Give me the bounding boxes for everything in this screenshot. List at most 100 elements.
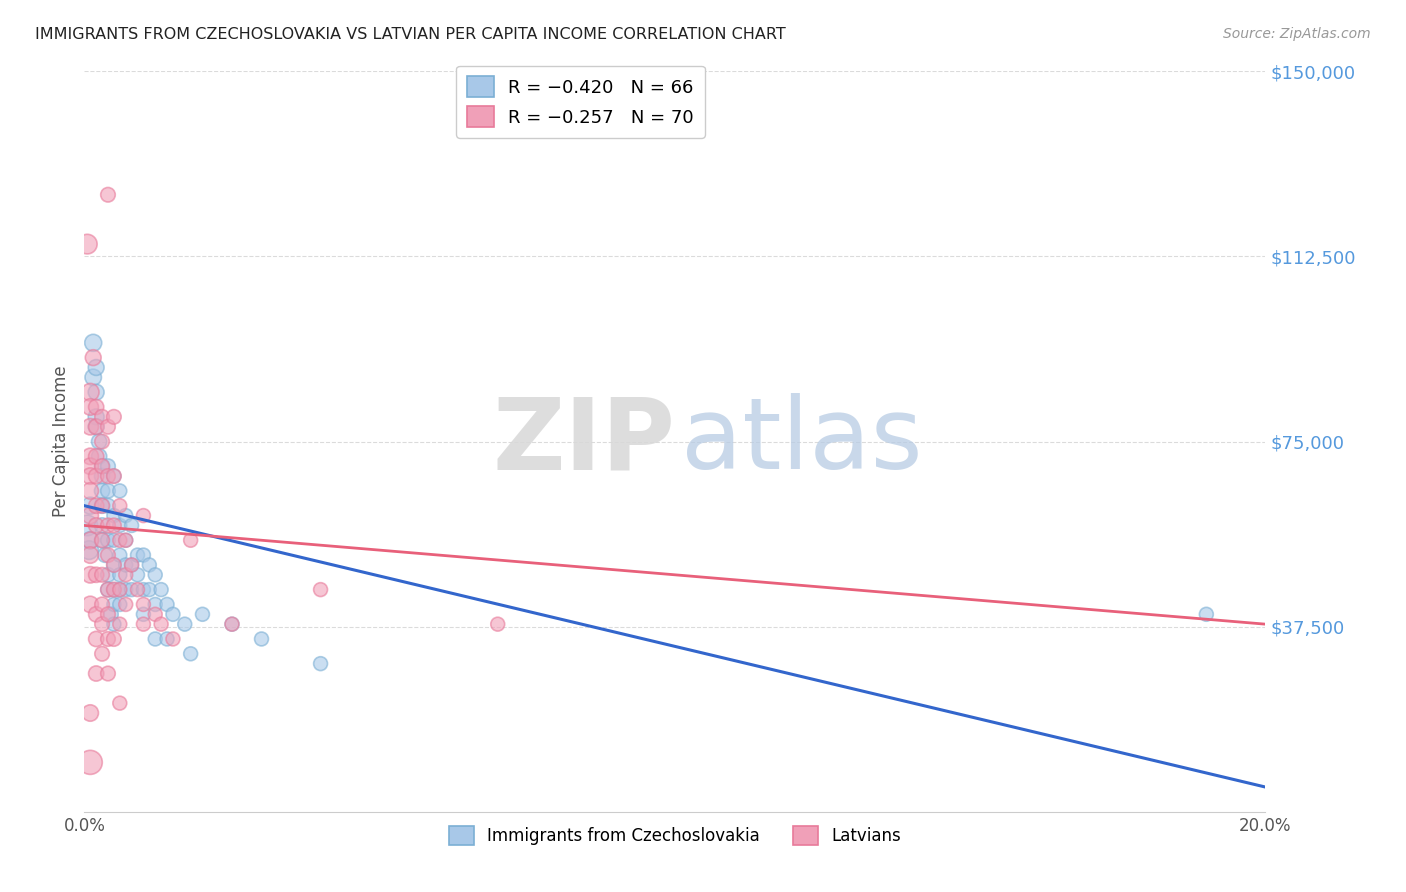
- Point: [108, 598, 131, 612]
- Point: [100, 607, 122, 622]
- Point: [91, 434, 114, 449]
- Point: [103, 617, 125, 632]
- Point: [97, 469, 120, 483]
- Point: [91, 598, 114, 612]
- Point: [121, 558, 143, 572]
- Point: [180, 647, 202, 661]
- Point: [150, 582, 173, 597]
- Point: [97, 607, 120, 622]
- Point: [79, 548, 101, 562]
- Point: [77, 543, 100, 558]
- Point: [79, 483, 101, 498]
- Point: [108, 582, 131, 597]
- Point: [108, 548, 131, 562]
- Text: IMMIGRANTS FROM CZECHOSLOVAKIA VS LATVIAN PER CAPITA INCOME CORRELATION CHART: IMMIGRANTS FROM CZECHOSLOVAKIA VS LATVIA…: [35, 27, 786, 42]
- Point: [79, 567, 101, 582]
- Point: [486, 617, 509, 632]
- Point: [114, 508, 136, 523]
- Point: [79, 469, 101, 483]
- Point: [84, 518, 107, 533]
- Point: [79, 419, 101, 434]
- Point: [91, 567, 114, 582]
- Point: [79, 533, 101, 548]
- Point: [97, 459, 120, 474]
- Point: [84, 469, 107, 483]
- Point: [91, 647, 114, 661]
- Point: [82, 351, 104, 365]
- Point: [132, 508, 155, 523]
- Point: [97, 567, 120, 582]
- Point: [191, 607, 214, 622]
- Point: [84, 385, 107, 400]
- Point: [97, 666, 120, 681]
- Point: [91, 459, 114, 474]
- Point: [91, 499, 114, 513]
- Point: [84, 400, 107, 414]
- Point: [114, 558, 136, 572]
- Point: [103, 558, 125, 572]
- Point: [132, 607, 155, 622]
- Point: [84, 419, 107, 434]
- Point: [84, 419, 107, 434]
- Point: [79, 508, 101, 523]
- Point: [79, 706, 101, 720]
- Point: [114, 598, 136, 612]
- Point: [91, 518, 114, 533]
- Point: [103, 508, 125, 523]
- Point: [97, 582, 120, 597]
- Point: [156, 598, 179, 612]
- Point: [84, 666, 107, 681]
- Point: [91, 499, 114, 513]
- Point: [250, 632, 273, 646]
- Point: [114, 533, 136, 548]
- Point: [79, 499, 101, 513]
- Point: [138, 582, 160, 597]
- Point: [91, 459, 114, 474]
- Point: [76, 237, 98, 252]
- Point: [132, 598, 155, 612]
- Point: [103, 558, 125, 572]
- Point: [87, 434, 111, 449]
- Point: [121, 582, 143, 597]
- Point: [103, 469, 125, 483]
- Point: [108, 518, 131, 533]
- Point: [143, 607, 166, 622]
- Point: [138, 558, 160, 572]
- Point: [91, 469, 114, 483]
- Point: [103, 632, 125, 646]
- Point: [97, 548, 120, 562]
- Point: [162, 607, 184, 622]
- Point: [91, 617, 114, 632]
- Point: [127, 548, 149, 562]
- Point: [97, 419, 120, 434]
- Point: [79, 459, 101, 474]
- Point: [84, 360, 107, 375]
- Point: [132, 617, 155, 632]
- Point: [114, 567, 136, 582]
- Point: [97, 499, 120, 513]
- Point: [108, 499, 131, 513]
- Point: [108, 696, 131, 710]
- Point: [79, 385, 101, 400]
- Point: [121, 558, 143, 572]
- Point: [84, 567, 107, 582]
- Point: [221, 617, 243, 632]
- Point: [84, 499, 107, 513]
- Point: [97, 533, 120, 548]
- Point: [76, 518, 98, 533]
- Point: [79, 400, 101, 414]
- Point: [82, 335, 104, 350]
- Point: [309, 657, 332, 671]
- Point: [97, 632, 120, 646]
- Point: [162, 632, 184, 646]
- Point: [79, 533, 101, 548]
- Point: [127, 567, 149, 582]
- Point: [84, 607, 107, 622]
- Point: [180, 533, 202, 548]
- Point: [97, 582, 120, 597]
- Point: [1195, 607, 1218, 622]
- Point: [103, 582, 125, 597]
- Point: [173, 617, 195, 632]
- Point: [108, 533, 131, 548]
- Point: [79, 756, 101, 770]
